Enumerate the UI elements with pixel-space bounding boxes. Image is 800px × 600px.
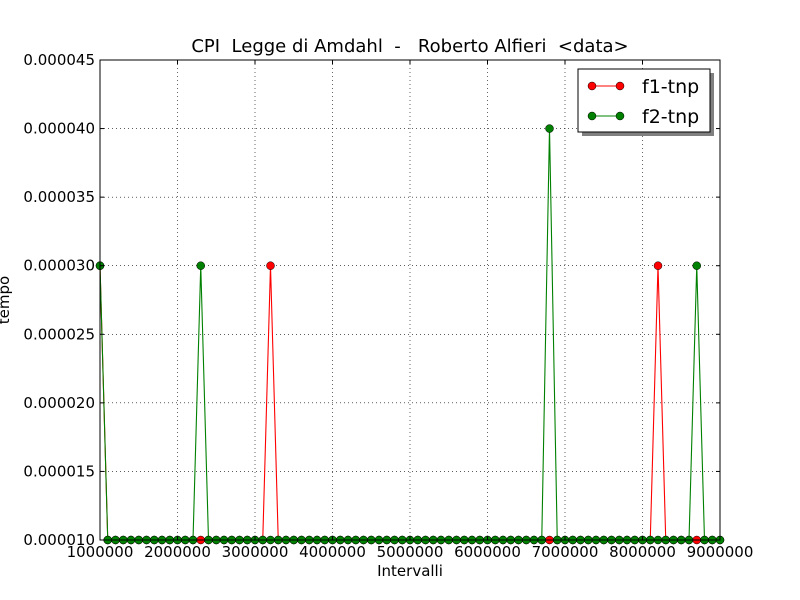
y-tick-label: 0.000040	[23, 120, 95, 138]
y-tick-label: 0.000020	[23, 394, 95, 412]
legend-marker	[615, 81, 625, 91]
y-tick-label: 0.000045	[23, 51, 95, 69]
x-tick-label: 2000000	[144, 543, 211, 561]
y-tick-label: 0.000025	[23, 325, 95, 343]
x-axis-label: Intervalli	[377, 562, 443, 580]
y-tick-label: 0.000015	[23, 462, 95, 480]
legend-label: f1-tnp	[642, 76, 699, 98]
legend-label: f2-tnp	[642, 106, 699, 128]
chart-title: CPI Legge di Amdahl - Roberto Alfieri <d…	[191, 36, 628, 57]
data-point	[692, 261, 701, 270]
legend-box	[577, 68, 711, 133]
y-tick-label: 0.000035	[23, 188, 95, 206]
data-point	[196, 261, 205, 270]
legend-marker	[587, 81, 597, 91]
x-tick-label: 5000000	[377, 543, 444, 561]
y-tick-label: 0.000010	[23, 531, 95, 549]
legend-marker	[615, 111, 625, 121]
x-tick-label: 8000000	[609, 543, 676, 561]
x-tick-label: 4000000	[299, 543, 366, 561]
y-tick-label: 0.000030	[23, 257, 95, 275]
legend: f1-tnp f2-tnp	[577, 68, 714, 136]
x-tick-label: 7000000	[532, 543, 599, 561]
ticks: 1000000 2000000 3000000 4000000 5000000 60000…	[23, 51, 753, 561]
x-tick-label: 3000000	[222, 543, 289, 561]
x-tick-label: 6000000	[454, 543, 521, 561]
data-point	[266, 261, 275, 270]
data-point	[545, 124, 554, 133]
x-tick-label: 9000000	[687, 543, 754, 561]
legend-items: f1-tnp f2-tnp	[587, 76, 699, 128]
legend-marker	[587, 111, 597, 121]
y-axis-label: tempo	[0, 276, 13, 324]
x-tick-label: 1000000	[67, 543, 134, 561]
data-point	[653, 261, 663, 270]
